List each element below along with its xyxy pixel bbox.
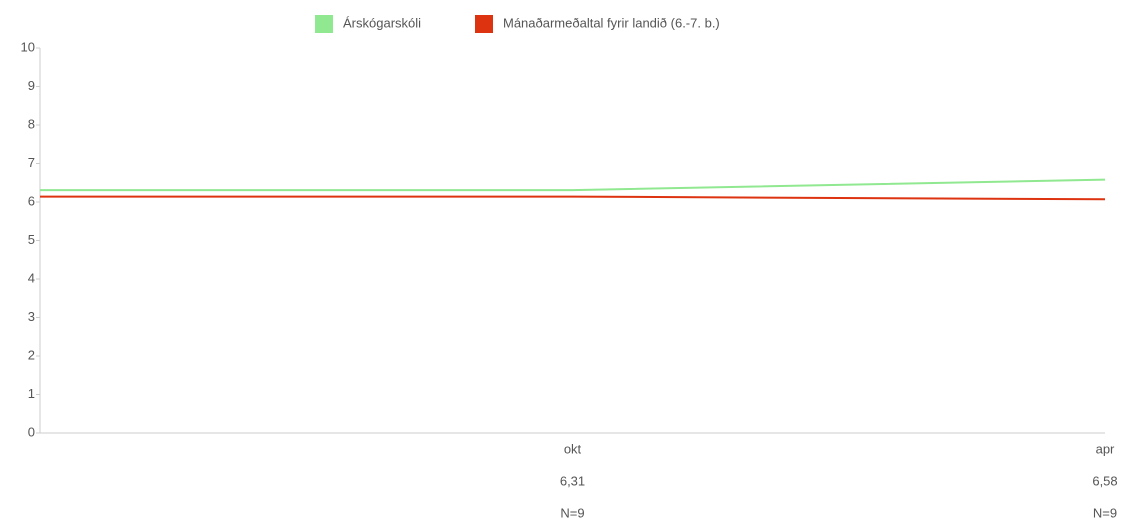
y-tick-label: 0 xyxy=(28,424,35,439)
n-label: N=9 xyxy=(560,505,584,520)
series-line xyxy=(40,178,1106,192)
y-tick-label: 8 xyxy=(28,116,35,131)
y-tick-label: 4 xyxy=(28,270,35,285)
legend-swatch xyxy=(475,15,493,33)
series-line xyxy=(40,195,1106,201)
y-tick-label: 9 xyxy=(28,78,35,93)
legend-label: Mánaðarmeðaltal fyrir landið (6.-7. b.) xyxy=(503,15,720,30)
y-tick-label: 7 xyxy=(28,155,35,170)
y-tick-label: 6 xyxy=(28,193,35,208)
legend-swatch xyxy=(315,15,333,33)
y-tick-label: 10 xyxy=(21,39,35,54)
value-label: 6,31 xyxy=(560,473,585,488)
x-tick-label: okt xyxy=(564,441,582,456)
value-label: 6,58 xyxy=(1092,473,1117,488)
y-tick-label: 3 xyxy=(28,309,35,324)
x-tick-label: apr xyxy=(1096,441,1115,456)
y-tick-label: 2 xyxy=(28,347,35,362)
y-tick-label: 1 xyxy=(28,386,35,401)
legend-label: Árskógarskóli xyxy=(343,15,421,30)
n-label: N=9 xyxy=(1093,505,1117,520)
y-tick-label: 5 xyxy=(28,232,35,247)
